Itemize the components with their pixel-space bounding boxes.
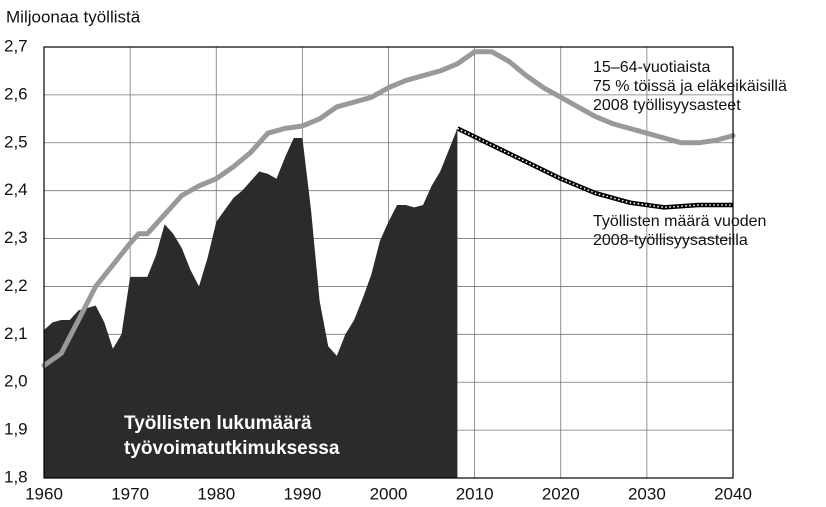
y-tick-label: 2,2 [4, 276, 28, 295]
y-tick-label: 1,9 [4, 420, 28, 439]
line-outline [456, 126, 733, 210]
x-tick-label: 2010 [456, 484, 494, 503]
series-label: 15–64-vuotiaista [593, 59, 711, 76]
y-tick-label: 2,7 [4, 36, 28, 55]
series-label: 2008-työllisyysasteilla [593, 232, 748, 249]
line [457, 127, 733, 209]
plot-border [43, 46, 734, 479]
y-axis-label: Miljoonaa työllistä [6, 7, 141, 26]
x-tick-label: 2020 [542, 484, 580, 503]
y-tick-label: 2,4 [4, 180, 28, 199]
y-tick-label: 2,0 [4, 372, 28, 391]
x-tick-label: 1990 [283, 484, 321, 503]
series-label: 75 % töissä ja eläkeikäisillä [593, 78, 787, 95]
x-tick-label: 2040 [714, 484, 752, 503]
line [41, 49, 736, 368]
area [44, 128, 458, 478]
y-tick-label: 2,1 [4, 324, 28, 343]
x-tick-label: 2030 [628, 484, 666, 503]
frame: Työllisten lukumäärä työvoimatutkimuksess… [43, 46, 787, 479]
series-label: 2008 työllisyysasteet [593, 97, 741, 114]
x-tick-label: 2000 [370, 484, 408, 503]
x-tick-label: 1960 [25, 484, 63, 503]
series [41, 49, 736, 478]
series-label: Työllisten lukumäärä [124, 413, 312, 434]
series-label: Työllisten määrä vuoden [593, 213, 766, 230]
y-tick-label: 2,3 [4, 228, 28, 247]
y-tick-label: 2,5 [4, 132, 28, 151]
y-tick-label: 2,6 [4, 84, 28, 103]
x-tick-label: 1970 [111, 484, 149, 503]
x-tick-label: 1980 [197, 484, 235, 503]
series-label: työvoimatutkimuksessa [124, 438, 340, 459]
y-tick-label: 1,8 [4, 467, 28, 486]
